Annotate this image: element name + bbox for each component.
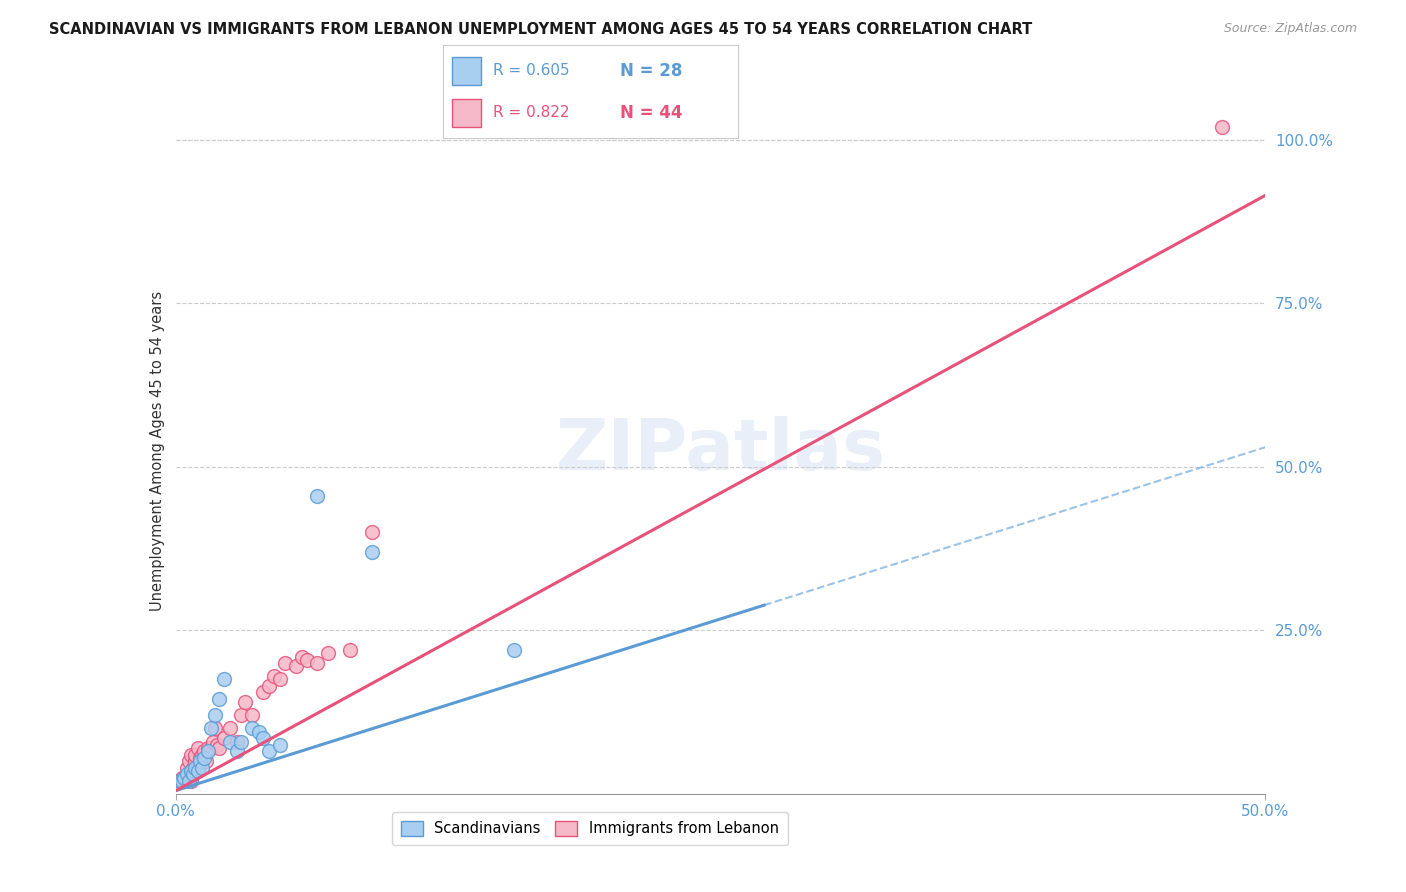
Point xyxy=(188,754,211,768)
Point xyxy=(219,734,242,748)
Point xyxy=(191,761,214,775)
Point xyxy=(172,773,194,788)
Point xyxy=(204,708,226,723)
Point xyxy=(274,656,297,670)
Text: ZIPatlas: ZIPatlas xyxy=(555,416,886,485)
Point xyxy=(200,741,222,756)
Point xyxy=(173,773,195,788)
Point xyxy=(208,692,231,706)
Point xyxy=(193,744,215,758)
Text: SCANDINAVIAN VS IMMIGRANTS FROM LEBANON UNEMPLOYMENT AMONG AGES 45 TO 54 YEARS C: SCANDINAVIAN VS IMMIGRANTS FROM LEBANON … xyxy=(49,22,1032,37)
Point xyxy=(263,669,285,683)
Point xyxy=(195,754,218,768)
Point xyxy=(240,708,263,723)
Point xyxy=(259,679,281,693)
Legend: Scandinavians, Immigrants from Lebanon: Scandinavians, Immigrants from Lebanon xyxy=(392,812,787,845)
Point xyxy=(176,767,198,781)
Point xyxy=(177,771,200,785)
Point xyxy=(184,761,207,775)
Point xyxy=(360,545,382,559)
Text: N = 28: N = 28 xyxy=(620,62,682,79)
Point xyxy=(284,659,307,673)
Bar xyxy=(451,57,481,85)
Point xyxy=(169,773,191,788)
Point xyxy=(172,771,194,785)
Point xyxy=(307,489,329,503)
Point xyxy=(186,741,209,756)
Point xyxy=(295,653,318,667)
Point xyxy=(235,695,257,709)
Text: N = 44: N = 44 xyxy=(620,104,682,122)
Point xyxy=(259,744,281,758)
Point xyxy=(169,773,191,788)
Point xyxy=(177,773,200,788)
Point xyxy=(231,708,253,723)
Point xyxy=(208,741,231,756)
Point xyxy=(291,649,314,664)
Point xyxy=(252,685,274,699)
Point xyxy=(191,747,214,762)
Text: R = 0.822: R = 0.822 xyxy=(494,105,569,120)
Point xyxy=(307,656,329,670)
Point xyxy=(247,724,270,739)
Point xyxy=(212,673,235,687)
Point xyxy=(231,734,253,748)
Point xyxy=(181,767,204,781)
Point xyxy=(186,761,209,775)
Point xyxy=(173,771,195,785)
Point xyxy=(318,646,340,660)
Point xyxy=(205,738,228,752)
Point xyxy=(176,761,198,775)
Point xyxy=(186,764,209,778)
Point xyxy=(181,767,204,781)
Point xyxy=(360,525,382,540)
Point xyxy=(177,754,200,768)
Point xyxy=(176,767,198,781)
Point xyxy=(269,673,291,687)
Point xyxy=(193,751,215,765)
Point xyxy=(225,734,247,748)
Y-axis label: Unemployment Among Ages 45 to 54 years: Unemployment Among Ages 45 to 54 years xyxy=(149,291,165,610)
Point xyxy=(1211,120,1233,134)
Point xyxy=(184,747,207,762)
Text: Source: ZipAtlas.com: Source: ZipAtlas.com xyxy=(1223,22,1357,36)
Point xyxy=(197,741,219,756)
Point xyxy=(200,722,222,736)
Point xyxy=(240,722,263,736)
Text: R = 0.605: R = 0.605 xyxy=(494,63,569,78)
Point xyxy=(180,764,202,778)
Point xyxy=(269,738,291,752)
Point xyxy=(184,754,207,768)
Point xyxy=(339,643,361,657)
Point xyxy=(212,731,235,746)
Point xyxy=(188,751,211,765)
Point xyxy=(197,744,219,758)
Point xyxy=(204,722,226,736)
Bar xyxy=(451,99,481,127)
Point xyxy=(180,773,202,788)
Point xyxy=(225,744,247,758)
Point xyxy=(201,734,224,748)
Point xyxy=(219,722,242,736)
Point xyxy=(252,731,274,746)
Point xyxy=(180,747,202,762)
Point xyxy=(181,761,204,775)
Point xyxy=(502,643,524,657)
